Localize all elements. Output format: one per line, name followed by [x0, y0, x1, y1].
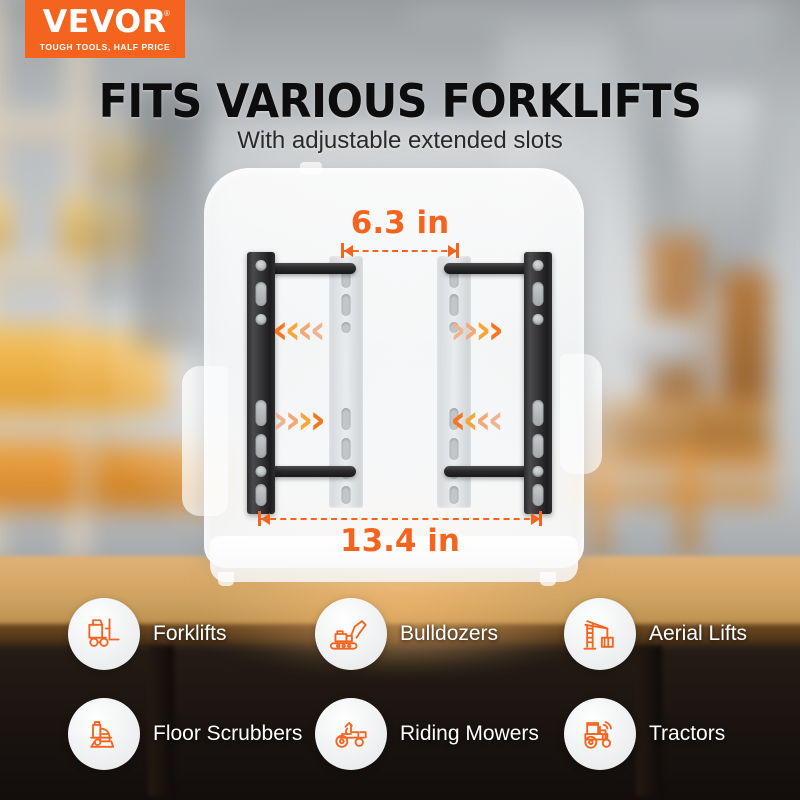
crossbar-top-right [444, 263, 542, 274]
dimension-arrow-inner-right [448, 245, 457, 257]
dimension-arrow-outer-left [261, 513, 270, 525]
chevron-right-icon: › [272, 397, 289, 443]
chevron-left-icon: ‹ [487, 397, 504, 443]
chevron-right-icon: › [450, 307, 467, 353]
rail-left [247, 252, 275, 514]
chevron-group-top-left: ‹ ‹ ‹ ‹ [272, 310, 326, 350]
crossbar-bottom-right [444, 466, 542, 477]
chevron-left-icon: ‹ [296, 307, 314, 353]
dimension-label-inner: 6.3 in [350, 205, 450, 241]
compat-item-bulldozers[interactable]: Bulldozers [315, 598, 498, 670]
rail-right [524, 252, 552, 514]
dimension-cap-outer-left [258, 511, 261, 526]
compat-label: Forklifts [153, 622, 227, 645]
dimension-line-outer [260, 518, 540, 520]
chevron-right-icon: › [462, 307, 479, 353]
crane-icon-circle [564, 598, 636, 670]
tractor-icon [584, 721, 612, 749]
crossbar-bottom-left [258, 466, 356, 477]
vevor-logo: VEVOR TOUGH TOOLS, HALF PRICE [25, 0, 185, 58]
page-title: FITS VARIOUS FORKLIFTS [98, 74, 702, 128]
dimension-cap-inner-left [341, 243, 344, 258]
forklift-icon-circle [68, 598, 140, 670]
compat-item-floor-scrubbers[interactable]: Floor Scrubbers [68, 698, 302, 770]
brand-tagline: TOUGH TOOLS, HALF PRICE [39, 41, 171, 52]
chevron-group-top-right: › › › › [450, 310, 504, 350]
chevron-left-icon: ‹ [272, 307, 289, 353]
tractor-icon-circle [564, 698, 636, 770]
compat-label: Riding Mowers [400, 722, 539, 745]
brand-name: VEVOR [43, 3, 167, 40]
signal-waves [602, 721, 612, 730]
chevron-right-icon: › [487, 307, 504, 353]
page-subtitle: With adjustable extended slots [237, 127, 563, 154]
compat-item-forklifts[interactable]: Forklifts [68, 598, 227, 670]
dimension-arrow-inner-left [344, 245, 353, 257]
excavator-icon [329, 620, 367, 650]
registered-mark: ® [164, 9, 170, 18]
compatibility-list: Forklifts Bulldozers [0, 596, 800, 800]
compat-item-tractors[interactable]: Tractors [564, 698, 725, 770]
riding-mower-icon [335, 722, 367, 748]
excavator-icon-circle [315, 598, 387, 670]
dimension-arrow-outer-right [531, 513, 540, 525]
chevron-left-icon: ‹ [462, 397, 479, 443]
dimension-cap-outer-right [539, 511, 542, 526]
chevron-group-bottom-left: › › › › [272, 400, 326, 440]
compat-label: Aerial Lifts [649, 622, 748, 645]
chevron-left-icon: ‹ [309, 307, 326, 353]
chevron-right-icon: › [284, 397, 301, 443]
chevron-right-icon: › [309, 397, 326, 443]
dimension-line-inner [343, 250, 457, 252]
dimension-label-outer: 13.4 in [340, 523, 460, 559]
floor-scrubber-icon [90, 721, 115, 748]
chevron-left-icon: ‹ [284, 307, 301, 353]
crane-icon [583, 620, 614, 650]
dimension-cap-inner-right [456, 243, 459, 258]
chevron-left-icon: ‹ [474, 397, 492, 443]
compat-label: Bulldozers [400, 622, 499, 645]
compat-item-riding-mowers[interactable]: Riding Mowers [315, 698, 539, 770]
compat-label: Floor Scrubbers [153, 722, 303, 745]
chevron-left-icon: ‹ [450, 397, 467, 443]
chevron-right-icon: › [296, 397, 314, 443]
compat-label: Tractors [649, 722, 726, 745]
floor-scrubber-icon-circle [68, 698, 140, 770]
chevron-right-icon: › [474, 307, 492, 353]
compat-item-aerial-lifts[interactable]: Aerial Lifts [564, 598, 747, 670]
riding-mower-icon-circle [315, 698, 387, 770]
chevron-group-bottom-right: ‹ ‹ ‹ ‹ [450, 400, 504, 440]
forklift-icon [88, 618, 120, 647]
crossbar-top-left [258, 263, 356, 274]
